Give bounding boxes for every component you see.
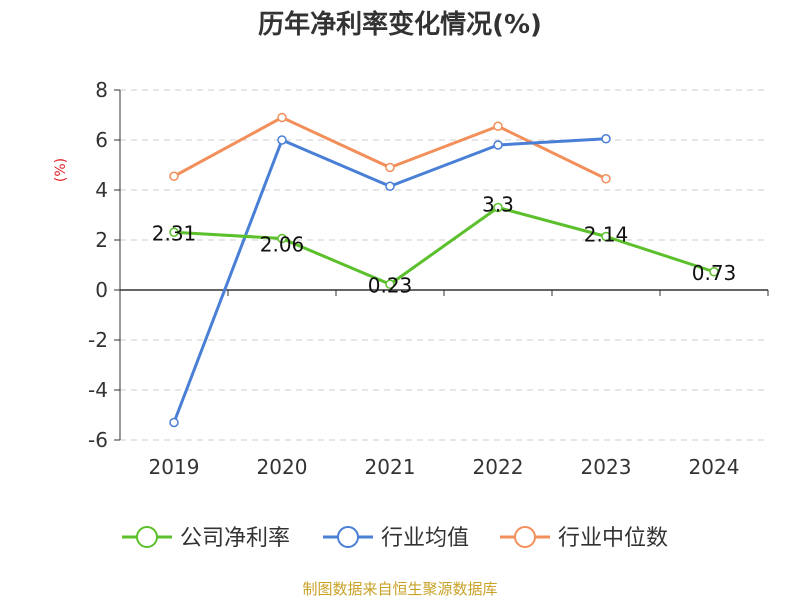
series-0-point: [277, 233, 287, 244]
y-tick-label: 6: [95, 128, 108, 152]
data-label: 3.3: [482, 193, 514, 217]
x-tick-label: 2019: [149, 455, 200, 479]
axes: 8 6 4 2 0 -2 -4 -6 2019 2020 2021 2022 2023 2024 (%): [53, 78, 769, 479]
legend-item-1[interactable]: 行业均值: [323, 526, 469, 551]
data-label: 2.06: [260, 233, 305, 257]
series-lines: [169, 112, 719, 428]
x-tick-label: 2024: [689, 455, 740, 479]
series-1-point: [277, 135, 287, 145]
y-tick-label: 0: [95, 278, 108, 302]
series-1-point: [601, 134, 611, 144]
legend-marker: [514, 526, 536, 548]
series-0-point: [385, 279, 395, 289]
series-0-point: [601, 231, 611, 242]
y-tick-label: -6: [88, 428, 108, 452]
data-label: 2.14: [584, 223, 629, 247]
y-tick-label: 8: [95, 78, 108, 102]
y-axis-label: (%): [53, 158, 69, 182]
legend: 公司净利率 行业均值 行业中位数: [122, 526, 668, 551]
legend-item-2[interactable]: 行业中位数: [500, 526, 668, 551]
series-2-point: [169, 171, 179, 181]
series-0-point: [169, 227, 179, 237]
legend-label: 行业均值: [381, 526, 469, 551]
series-2-point: [385, 162, 395, 173]
x-tick-label: 2021: [365, 455, 416, 479]
data-label: 2.31: [152, 221, 197, 245]
grid-lines: [120, 89, 768, 441]
y-tick-label: -4: [88, 378, 108, 402]
source-note: 制图数据来自恒生聚源数据库: [302, 580, 498, 598]
data-labels: 2.31 2.06 0.23 3.3 2.14 0.73: [152, 193, 737, 298]
x-tick-label: 2022: [473, 455, 524, 479]
x-tick-label: 2023: [581, 455, 632, 479]
y-tick-label: 2: [95, 228, 108, 252]
chart-title: 历年净利率变化情况(%): [258, 10, 542, 40]
series-1-point: [385, 181, 395, 191]
legend-marker: [337, 526, 359, 548]
series-1-point: [169, 417, 179, 428]
y-tick-label: -2: [88, 328, 108, 352]
series-0-point: [709, 267, 719, 277]
data-label: 0.73: [692, 261, 737, 285]
data-label: 0.23: [368, 273, 413, 297]
series-2-point: [277, 112, 287, 123]
y-tick-label: 4: [95, 178, 108, 202]
legend-marker: [136, 526, 158, 548]
legend-label: 行业中位数: [558, 526, 668, 551]
series-0-point: [493, 202, 503, 213]
series-2-point: [493, 121, 503, 131]
legend-label: 公司净利率: [180, 526, 290, 551]
series-2-point: [601, 174, 611, 184]
legend-item-0[interactable]: 公司净利率: [122, 526, 290, 551]
series-line-0: [173, 206, 715, 286]
x-tick-label: 2020: [257, 455, 308, 479]
series-1-point: [493, 140, 503, 150]
